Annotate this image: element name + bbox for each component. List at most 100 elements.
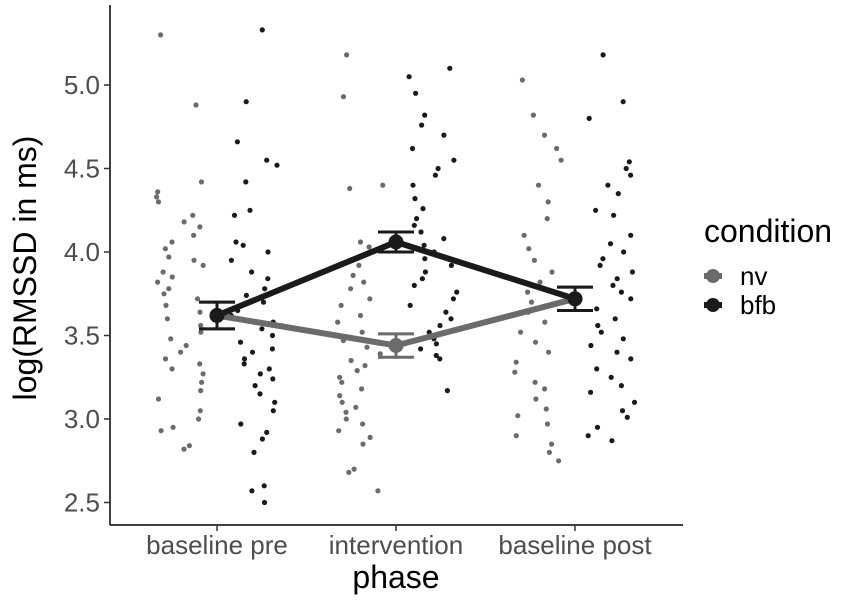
data-point-bfb-2-31 (588, 389, 594, 395)
data-point-nv-2-30 (546, 449, 553, 455)
data-point-bfb-2-35 (594, 424, 601, 430)
data-point-nv-0-16 (169, 274, 175, 280)
data-point-nv-2-2 (541, 132, 548, 138)
data-point-bfb-0-25 (241, 356, 248, 362)
data-point-bfb-2-34 (624, 414, 630, 420)
data-point-bfb-1-29 (437, 322, 443, 329)
data-point-nv-0-24 (198, 322, 204, 329)
data-point-bfb-1-10 (410, 182, 416, 188)
data-point-nv-0-37 (196, 416, 202, 422)
data-point-bfb-2-29 (608, 374, 614, 380)
data-point-nv-0-15 (160, 269, 166, 275)
data-point-bfb-2-17 (610, 282, 616, 288)
data-point-bfb-0-34 (238, 421, 244, 427)
data-point-nv-0-21 (163, 302, 169, 308)
data-point-bfb-1-16 (441, 236, 447, 242)
mean-points-layer (209, 234, 583, 353)
data-point-bfb-1-22 (419, 276, 425, 282)
data-point-bfb-0-21 (269, 332, 276, 339)
data-point-nv-0-30 (197, 361, 203, 367)
data-point-nv-0-4 (154, 194, 160, 200)
data-point-bfb-1-12 (420, 206, 426, 212)
data-point-bfb-2-9 (611, 212, 617, 218)
data-point-nv-2-20 (513, 359, 519, 365)
data-point-nv-0-27 (183, 342, 189, 349)
data-point-nv-2-16 (542, 319, 548, 325)
y-tick-label: 2.5 (64, 488, 100, 518)
data-point-bfb-0-30 (252, 383, 258, 389)
data-point-bfb-0-11 (228, 257, 234, 263)
data-point-nv-2-13 (525, 289, 531, 295)
data-point-bfb-2-13 (600, 256, 606, 262)
data-point-bfb-2-36 (585, 433, 591, 439)
data-point-bfb-0-29 (270, 376, 276, 382)
data-point-bfb-1-33 (418, 346, 424, 352)
legend-title: condition (704, 213, 832, 249)
data-point-bfb-0-8 (233, 239, 239, 245)
data-point-nv-2-10 (531, 257, 538, 263)
data-point-nv-0-8 (197, 224, 203, 230)
data-point-nv-1-9 (361, 279, 367, 285)
data-point-nv-2-5 (535, 182, 542, 188)
data-point-nv-1-15 (359, 329, 365, 335)
data-point-nv-2-14 (528, 299, 535, 305)
y-axis-title: log(RMSSD in ms) (7, 136, 43, 401)
data-point-bfb-0-15 (243, 292, 249, 298)
data-point-bfb-2-24 (620, 336, 626, 342)
x-tick-label: baseline pre (146, 530, 288, 560)
data-point-nv-2-23 (542, 386, 548, 392)
data-point-nv-1-13 (357, 312, 364, 319)
data-point-bfb-2-19 (628, 296, 634, 302)
data-point-nv-0-25 (198, 329, 204, 335)
data-point-nv-2-26 (515, 413, 521, 419)
data-point-bfb-2-3 (626, 159, 632, 165)
data-point-nv-1-2 (380, 182, 386, 188)
data-point-bfb-2-37 (609, 438, 615, 444)
data-point-nv-1-27 (353, 404, 359, 410)
legend-key-point (706, 298, 720, 312)
data-point-bfb-0-38 (261, 483, 267, 489)
data-point-bfb-1-26 (407, 302, 413, 308)
data-point-nv-1-0 (344, 52, 350, 58)
data-point-bfb-0-16 (260, 299, 267, 305)
legend-item-nv: nv (704, 261, 767, 291)
data-point-nv-1-18 (377, 351, 383, 357)
data-point-nv-1-33 (360, 441, 366, 447)
data-point-bfb-1-6 (409, 145, 416, 152)
x-tick-label: intervention (329, 530, 463, 560)
data-point-bfb-0-28 (257, 371, 263, 377)
data-point-nv-1-7 (356, 262, 362, 268)
data-point-bfb-0-13 (265, 276, 271, 282)
data-point-bfb-1-34 (433, 352, 439, 359)
data-point-nv-0-20 (194, 296, 201, 302)
data-point-bfb-0-1 (243, 99, 249, 105)
data-point-bfb-2-18 (618, 289, 625, 295)
data-point-nv-0-6 (190, 212, 196, 218)
data-point-bfb-1-21 (422, 269, 428, 275)
data-point-nv-1-14 (335, 319, 341, 325)
data-point-nv-2-7 (544, 216, 550, 222)
data-point-nv-0-17 (155, 279, 161, 285)
data-point-bfb-2-1 (620, 99, 626, 105)
data-point-bfb-1-24 (454, 289, 460, 295)
data-point-nv-1-29 (343, 416, 349, 422)
jitter-points-layer (154, 27, 638, 506)
data-point-bfb-0-14 (262, 286, 268, 292)
data-point-nv-2-31 (556, 458, 562, 464)
data-point-nv-2-6 (545, 199, 551, 205)
data-point-bfb-1-32 (433, 341, 439, 347)
data-point-bfb-1-27 (443, 309, 449, 315)
data-point-nv-1-5 (366, 244, 372, 250)
data-point-nv-1-19 (348, 357, 354, 364)
data-point-nv-1-11 (367, 296, 373, 302)
data-point-bfb-0-32 (272, 399, 278, 405)
data-point-bfb-0-33 (270, 408, 276, 414)
data-point-nv-2-3 (554, 145, 560, 152)
data-point-bfb-2-16 (614, 276, 620, 282)
data-point-nv-1-10 (348, 286, 354, 292)
mean-point-nv-1 (388, 338, 404, 353)
data-point-nv-0-18 (166, 286, 172, 292)
